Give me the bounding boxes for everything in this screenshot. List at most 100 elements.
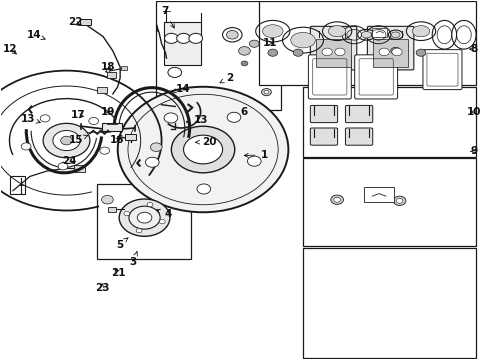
Bar xyxy=(102,123,122,131)
Text: 10: 10 xyxy=(466,107,480,117)
Text: 2: 2 xyxy=(220,73,233,83)
Text: 22: 22 xyxy=(68,17,82,27)
FancyBboxPatch shape xyxy=(310,105,337,123)
Circle shape xyxy=(136,229,142,233)
Circle shape xyxy=(145,157,159,167)
Circle shape xyxy=(247,156,261,166)
Circle shape xyxy=(171,126,234,173)
Text: 17: 17 xyxy=(70,111,85,121)
Circle shape xyxy=(293,49,303,56)
FancyBboxPatch shape xyxy=(345,128,372,145)
Circle shape xyxy=(61,136,72,145)
FancyBboxPatch shape xyxy=(354,55,397,99)
Circle shape xyxy=(119,199,169,236)
Text: 7: 7 xyxy=(161,6,174,28)
Text: 14: 14 xyxy=(26,30,45,40)
FancyBboxPatch shape xyxy=(308,55,350,99)
Bar xyxy=(105,68,109,72)
Circle shape xyxy=(415,49,425,56)
Circle shape xyxy=(391,48,401,56)
Bar xyxy=(125,134,136,140)
Circle shape xyxy=(238,46,250,55)
Bar xyxy=(371,28,386,37)
Ellipse shape xyxy=(262,25,283,38)
Bar xyxy=(372,39,407,67)
Circle shape xyxy=(118,87,288,212)
Text: 20: 20 xyxy=(195,137,216,147)
Text: 9: 9 xyxy=(469,146,476,156)
Ellipse shape xyxy=(411,26,429,37)
FancyBboxPatch shape xyxy=(422,50,461,90)
Text: 6: 6 xyxy=(241,107,247,117)
Bar xyxy=(74,165,84,172)
Text: 24: 24 xyxy=(61,156,76,166)
Bar xyxy=(97,87,107,93)
Circle shape xyxy=(129,206,160,229)
Circle shape xyxy=(188,33,202,43)
FancyBboxPatch shape xyxy=(345,105,372,123)
Circle shape xyxy=(102,195,113,204)
Circle shape xyxy=(40,115,50,122)
Text: 8: 8 xyxy=(469,44,476,54)
Circle shape xyxy=(226,31,238,39)
Circle shape xyxy=(164,113,177,123)
Circle shape xyxy=(21,143,31,150)
Text: 15: 15 xyxy=(69,135,87,145)
Bar xyxy=(107,72,116,78)
Text: 13: 13 xyxy=(21,114,40,124)
Bar xyxy=(303,87,475,157)
Bar xyxy=(163,22,200,65)
Circle shape xyxy=(100,147,109,154)
Circle shape xyxy=(392,196,405,206)
Text: 21: 21 xyxy=(111,268,126,278)
Circle shape xyxy=(176,33,190,43)
Text: 11: 11 xyxy=(262,38,277,48)
Circle shape xyxy=(123,211,129,216)
Circle shape xyxy=(147,202,153,207)
Bar xyxy=(97,184,190,259)
Bar xyxy=(10,176,25,194)
Bar xyxy=(303,248,475,357)
Circle shape xyxy=(53,131,80,150)
Circle shape xyxy=(150,143,162,152)
Circle shape xyxy=(43,123,90,158)
Ellipse shape xyxy=(290,32,315,48)
FancyBboxPatch shape xyxy=(310,26,356,70)
Text: 19: 19 xyxy=(101,107,115,117)
Circle shape xyxy=(264,90,268,94)
Circle shape xyxy=(159,220,165,224)
Text: 4: 4 xyxy=(156,209,171,219)
Circle shape xyxy=(330,195,343,204)
Circle shape xyxy=(395,198,402,203)
Text: 23: 23 xyxy=(95,283,109,293)
Circle shape xyxy=(241,61,247,66)
Circle shape xyxy=(58,163,68,170)
Text: 13: 13 xyxy=(186,115,207,125)
Text: 1: 1 xyxy=(244,150,267,160)
Bar xyxy=(303,158,475,246)
Text: 3: 3 xyxy=(129,252,137,267)
Ellipse shape xyxy=(361,32,371,38)
Bar xyxy=(108,207,116,212)
Bar xyxy=(259,1,475,85)
Text: 5: 5 xyxy=(116,238,128,249)
Bar xyxy=(121,66,127,69)
Bar xyxy=(315,39,350,67)
Bar xyxy=(156,1,281,110)
Circle shape xyxy=(164,33,178,43)
FancyBboxPatch shape xyxy=(366,26,413,70)
Bar xyxy=(80,19,91,25)
Circle shape xyxy=(89,117,99,125)
Ellipse shape xyxy=(328,26,345,37)
Circle shape xyxy=(322,48,331,56)
Ellipse shape xyxy=(390,32,399,37)
Text: 14: 14 xyxy=(172,84,190,94)
Circle shape xyxy=(333,197,340,202)
FancyBboxPatch shape xyxy=(310,128,337,145)
Circle shape xyxy=(249,40,259,47)
Circle shape xyxy=(334,48,345,56)
Text: 16: 16 xyxy=(109,135,124,145)
Circle shape xyxy=(137,212,152,223)
Circle shape xyxy=(197,184,210,194)
Circle shape xyxy=(183,135,222,164)
